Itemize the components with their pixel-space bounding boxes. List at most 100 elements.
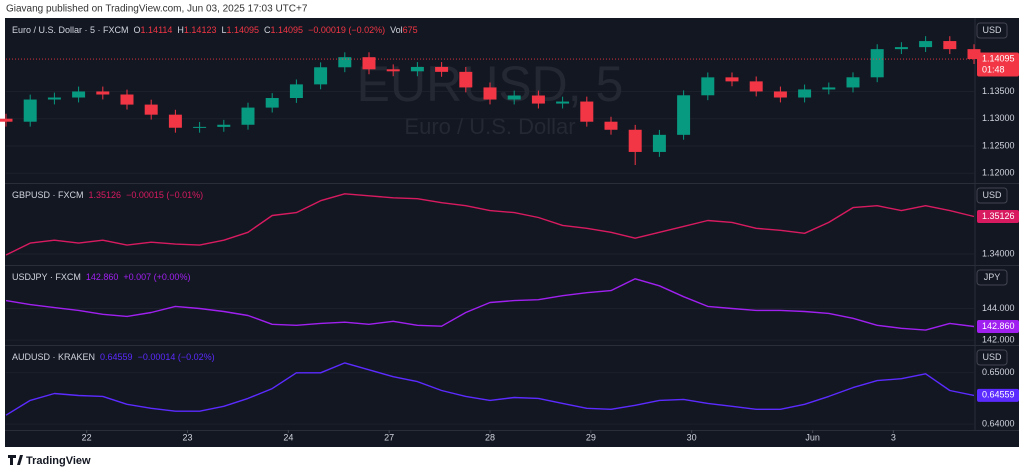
- ohlc-value: 1.14095: [271, 25, 304, 35]
- candle-body: [338, 57, 352, 68]
- last-price: 142.860: [86, 272, 119, 282]
- candle-body: [773, 91, 787, 98]
- countdown: 01:48: [982, 64, 1005, 74]
- currency-label: USD: [982, 352, 1002, 362]
- candle-body: [120, 94, 134, 105]
- candle-body: [289, 84, 303, 99]
- y-tick-label: 1.13500: [982, 86, 1015, 96]
- symbol-title: Euro / U.S. Dollar · 5 · FXCM: [12, 25, 129, 35]
- candle-body: [870, 49, 884, 78]
- price-label-box: [977, 209, 1019, 223]
- currency-label: USD: [982, 25, 1002, 35]
- publisher-note: Giavang published on TradingView.com, Ju…: [6, 4, 308, 15]
- x-tick-label: Jun: [805, 432, 820, 442]
- y-tick-label: 1.12500: [982, 140, 1015, 150]
- price-line: [5, 278, 975, 331]
- candle-body: [314, 67, 328, 85]
- currency-button: [976, 269, 1008, 286]
- volume-value: 675: [403, 25, 418, 35]
- candle-body: [241, 107, 255, 125]
- chart-background: [5, 18, 1019, 447]
- ohlc-key: C: [264, 25, 271, 35]
- x-tick-label: 30: [687, 432, 697, 442]
- candle-body: [507, 95, 521, 100]
- y-tick-label: 144.000: [982, 303, 1015, 313]
- ohlc-key: O: [134, 25, 141, 35]
- ohlc-key: L: [221, 25, 226, 35]
- price-label-box: [977, 52, 1019, 77]
- y-tick-label: 142.000: [982, 334, 1015, 344]
- candle-body: [435, 66, 449, 72]
- currency-label: USD: [982, 190, 1002, 200]
- candle-body: [459, 71, 473, 88]
- candle-body: [531, 95, 545, 104]
- candle-body: [798, 89, 812, 98]
- candle-body: [217, 124, 231, 127]
- pane-legend: USDJPY · FXCM 142.860 +0.007 (+0.00%): [12, 272, 190, 282]
- last-price: 1.35126: [89, 190, 122, 200]
- y-tick-label: 1.34000: [982, 248, 1015, 258]
- x-tick-label: 29: [586, 432, 596, 442]
- candle-body: [193, 126, 207, 128]
- y-tick-label: 1.13000: [982, 113, 1015, 123]
- price-label: 142.860: [982, 321, 1015, 331]
- pane-legend: AUDUSD · KRAKEN 0.64559 −0.00014 (−0.02%): [12, 352, 215, 362]
- watermark-subtitle: Euro / U.S. Dollar: [404, 114, 575, 139]
- pane: 0.65000 0.64000 0.64559 USD AUDUSD · KRAKEN 0…: [5, 349, 1019, 442]
- change: −0.00019 (−0.02%): [308, 25, 385, 35]
- last-price: 0.64559: [100, 352, 133, 362]
- candle-body: [556, 101, 570, 104]
- candle-body: [943, 41, 957, 50]
- pane-legend: Euro / U.S. Dollar · 5 · FXCM O1.14114 H1.…: [12, 25, 418, 35]
- change: −0.00014 (−0.02%): [138, 352, 215, 362]
- candle-body: [144, 104, 158, 115]
- brand-logo: TradingView: [8, 455, 91, 467]
- currency-button: [976, 22, 1008, 39]
- candle-body: [483, 87, 497, 100]
- candle-body: [580, 101, 594, 122]
- price-label: 0.64559: [982, 390, 1015, 400]
- candle-body: [386, 69, 400, 72]
- brand-name: TradingView: [26, 455, 91, 467]
- candle-body: [894, 47, 908, 50]
- x-tick-label: 28: [485, 432, 495, 442]
- candle-body: [677, 95, 691, 135]
- price-line: [5, 362, 975, 416]
- price-label: 1.14095: [982, 53, 1015, 63]
- volume-key: Vol: [390, 25, 403, 35]
- y-tick-label: 0.65000: [982, 367, 1015, 377]
- currency-button: [976, 349, 1008, 366]
- candle-body: [919, 41, 933, 48]
- candle-body: [725, 77, 739, 82]
- pane-legend: GBPUSD · FXCM 1.35126 −0.00015 (−0.01%): [12, 190, 203, 200]
- price-line: [5, 193, 975, 256]
- candle-body: [967, 49, 981, 60]
- symbol-title: USDJPY · FXCM: [12, 272, 81, 282]
- candle-body: [628, 129, 642, 152]
- candle-body: [47, 97, 61, 100]
- ohlc-value: 1.14095: [226, 25, 259, 35]
- x-tick-label: 22: [82, 432, 92, 442]
- candle-body: [652, 134, 666, 152]
- ohlc-key: H: [177, 25, 184, 35]
- candle-body: [265, 98, 279, 108]
- currency-label: JPY: [984, 272, 1001, 282]
- logo-mark: [8, 455, 23, 465]
- candle-body: [23, 99, 37, 122]
- symbol-title: GBPUSD · FXCM: [12, 190, 84, 200]
- change: +0.007 (+0.00%): [123, 272, 190, 282]
- candle-body: [0, 118, 13, 122]
- candle-body: [701, 77, 715, 96]
- x-tick-label: 23: [182, 432, 192, 442]
- candle-body: [96, 91, 110, 95]
- symbol-title: AUDUSD · KRAKEN: [12, 352, 95, 362]
- x-tick-label: 24: [283, 432, 293, 442]
- price-label-box: [977, 320, 1019, 334]
- pane: 1.34000 1.35126 USD GBPUSD · FXCM 1.35126 −0.…: [5, 187, 1019, 258]
- y-tick-label: 1.12000: [982, 168, 1015, 178]
- pane: 144.000 142.000 142.860 JPY USDJPY · FXCM 142…: [5, 269, 1019, 344]
- candle-body: [846, 77, 860, 88]
